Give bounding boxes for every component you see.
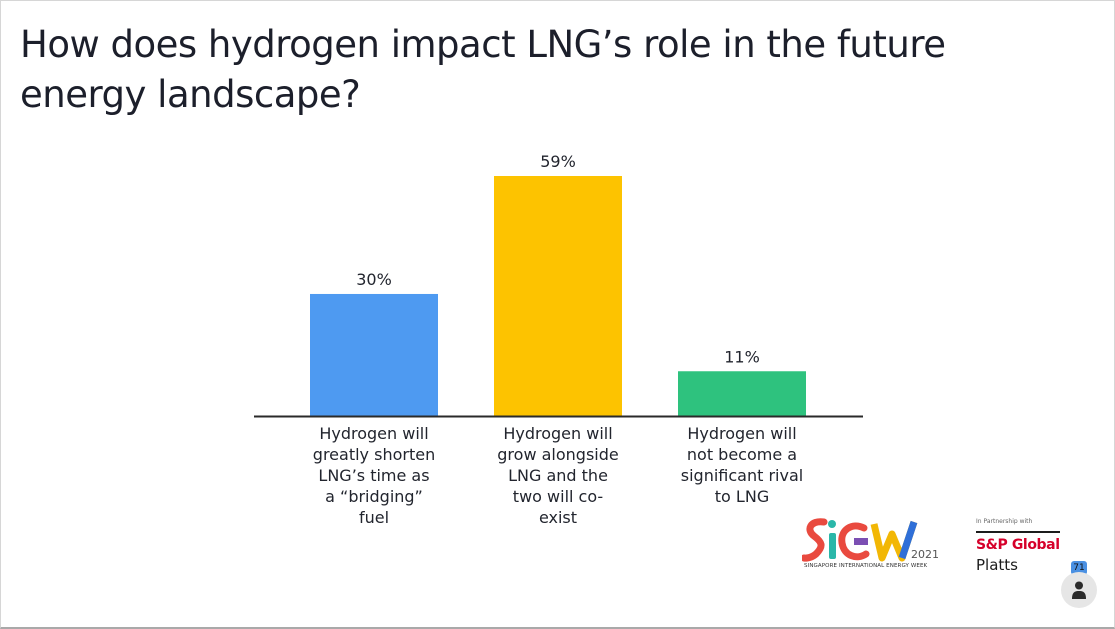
platts-logo: Platts (976, 556, 1018, 574)
siew-logo (802, 518, 918, 562)
siew-year: 2021 (911, 548, 939, 561)
data-label-2: 59% (540, 152, 576, 171)
x-tick-label-line: a “bridging” (325, 487, 423, 506)
participant-count-badge: 71 (1071, 561, 1087, 575)
data-label-1: 30% (356, 270, 392, 289)
x-tick-label-line: to LNG (714, 487, 770, 506)
x-tick-label-line: Hydrogen will (503, 424, 613, 443)
sp-global-logo: S&P Global (976, 537, 1060, 553)
siew-logo-dot (828, 520, 836, 528)
x-tick-label-line: two will co- (512, 487, 604, 506)
x-tick-label-3: Hydrogen will not become a significant riv… (667, 423, 817, 507)
x-tick-label-line: LNG’s time as (318, 466, 430, 485)
x-tick-label-line: fuel (358, 508, 390, 527)
x-tick-label-line: LNG and the (508, 466, 608, 485)
siew-logo-c (838, 522, 870, 561)
partner-divider (976, 531, 1060, 533)
x-tick-label-2: Hydrogen will grow alongside LNG and the tw… (483, 423, 633, 528)
siew-logo-i (829, 533, 836, 559)
x-tick-label-line: greatly shorten (312, 445, 436, 464)
bar-2 (494, 176, 622, 416)
slide-title: How does hydrogen impact LNG’s role in t… (20, 23, 946, 116)
siew-logo-w-accent (898, 520, 918, 560)
siew-logo-e-bar (854, 538, 868, 545)
x-tick-label-line: grow alongside (497, 445, 619, 464)
bar-1 (310, 293, 438, 416)
siew-subtitle: SINGAPORE INTERNATIONAL ENERGY WEEK (804, 563, 928, 569)
data-label-3: 11% (724, 347, 760, 366)
x-tick-label-1: Hydrogen will greatly shorten LNG’s time a… (299, 423, 449, 528)
participants-button[interactable] (1061, 572, 1097, 608)
bar-3 (678, 371, 806, 416)
x-tick-label-line: Hydrogen will (687, 424, 797, 443)
partner-text: In Partnership with (976, 518, 1033, 525)
x-tick-label-line: exist (538, 508, 578, 527)
x-tick-label-line: significant rival (680, 466, 804, 485)
x-tick-label-line: Hydrogen will (319, 424, 429, 443)
user-icon (1072, 581, 1086, 599)
siew-logo-s (802, 518, 828, 562)
x-tick-label-line: not become a (686, 445, 798, 464)
